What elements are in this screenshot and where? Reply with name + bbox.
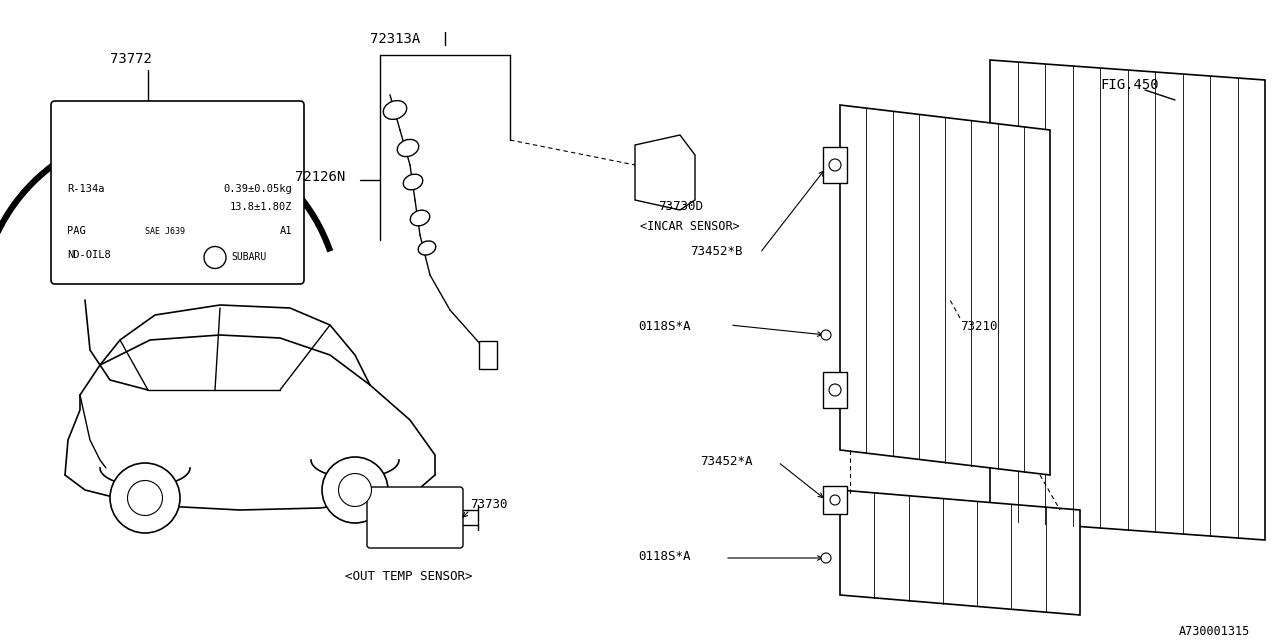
Text: 72126N: 72126N (294, 170, 346, 184)
Circle shape (820, 330, 831, 340)
Text: PAG: PAG (67, 227, 86, 237)
Text: FIG.450: FIG.450 (1100, 78, 1158, 92)
FancyBboxPatch shape (823, 486, 847, 514)
Text: A730001315: A730001315 (1179, 625, 1251, 638)
Text: <OUT TEMP SENSOR>: <OUT TEMP SENSOR> (346, 570, 472, 583)
Text: A1: A1 (279, 227, 292, 237)
Circle shape (128, 481, 163, 515)
Circle shape (204, 246, 227, 269)
Text: 0.39±0.05kg: 0.39±0.05kg (223, 184, 292, 193)
Circle shape (323, 457, 388, 523)
Ellipse shape (419, 241, 435, 255)
Text: 72313A: 72313A (370, 32, 420, 46)
Text: SAE J639: SAE J639 (145, 227, 186, 236)
Ellipse shape (383, 100, 407, 120)
Text: 73210: 73210 (960, 320, 997, 333)
Bar (479, 341, 497, 369)
FancyBboxPatch shape (367, 487, 463, 548)
FancyBboxPatch shape (823, 372, 847, 408)
Text: SUBARU: SUBARU (230, 252, 266, 262)
Circle shape (829, 159, 841, 171)
Circle shape (829, 384, 841, 396)
Text: 13.8±1.80Z: 13.8±1.80Z (229, 202, 292, 211)
FancyBboxPatch shape (51, 101, 305, 284)
Polygon shape (840, 490, 1080, 615)
Ellipse shape (397, 140, 419, 157)
Text: R-134a: R-134a (67, 184, 105, 193)
Circle shape (820, 553, 831, 563)
Text: 0118S*A: 0118S*A (637, 550, 690, 563)
Circle shape (338, 474, 371, 506)
Text: ND-OIL8: ND-OIL8 (67, 250, 111, 259)
Text: 73730D: 73730D (658, 200, 703, 213)
Text: 73452*B: 73452*B (690, 245, 742, 258)
Text: 73730: 73730 (470, 498, 507, 511)
Ellipse shape (411, 210, 430, 226)
FancyBboxPatch shape (823, 147, 847, 183)
Text: 73772: 73772 (110, 52, 152, 66)
Circle shape (829, 495, 840, 505)
Polygon shape (989, 60, 1265, 540)
Text: 73452*A: 73452*A (700, 455, 753, 468)
Polygon shape (840, 105, 1050, 475)
Ellipse shape (403, 174, 422, 190)
Text: <INCAR SENSOR>: <INCAR SENSOR> (640, 220, 740, 233)
Text: 0118S*A: 0118S*A (637, 320, 690, 333)
Polygon shape (635, 135, 695, 210)
Circle shape (110, 463, 180, 533)
